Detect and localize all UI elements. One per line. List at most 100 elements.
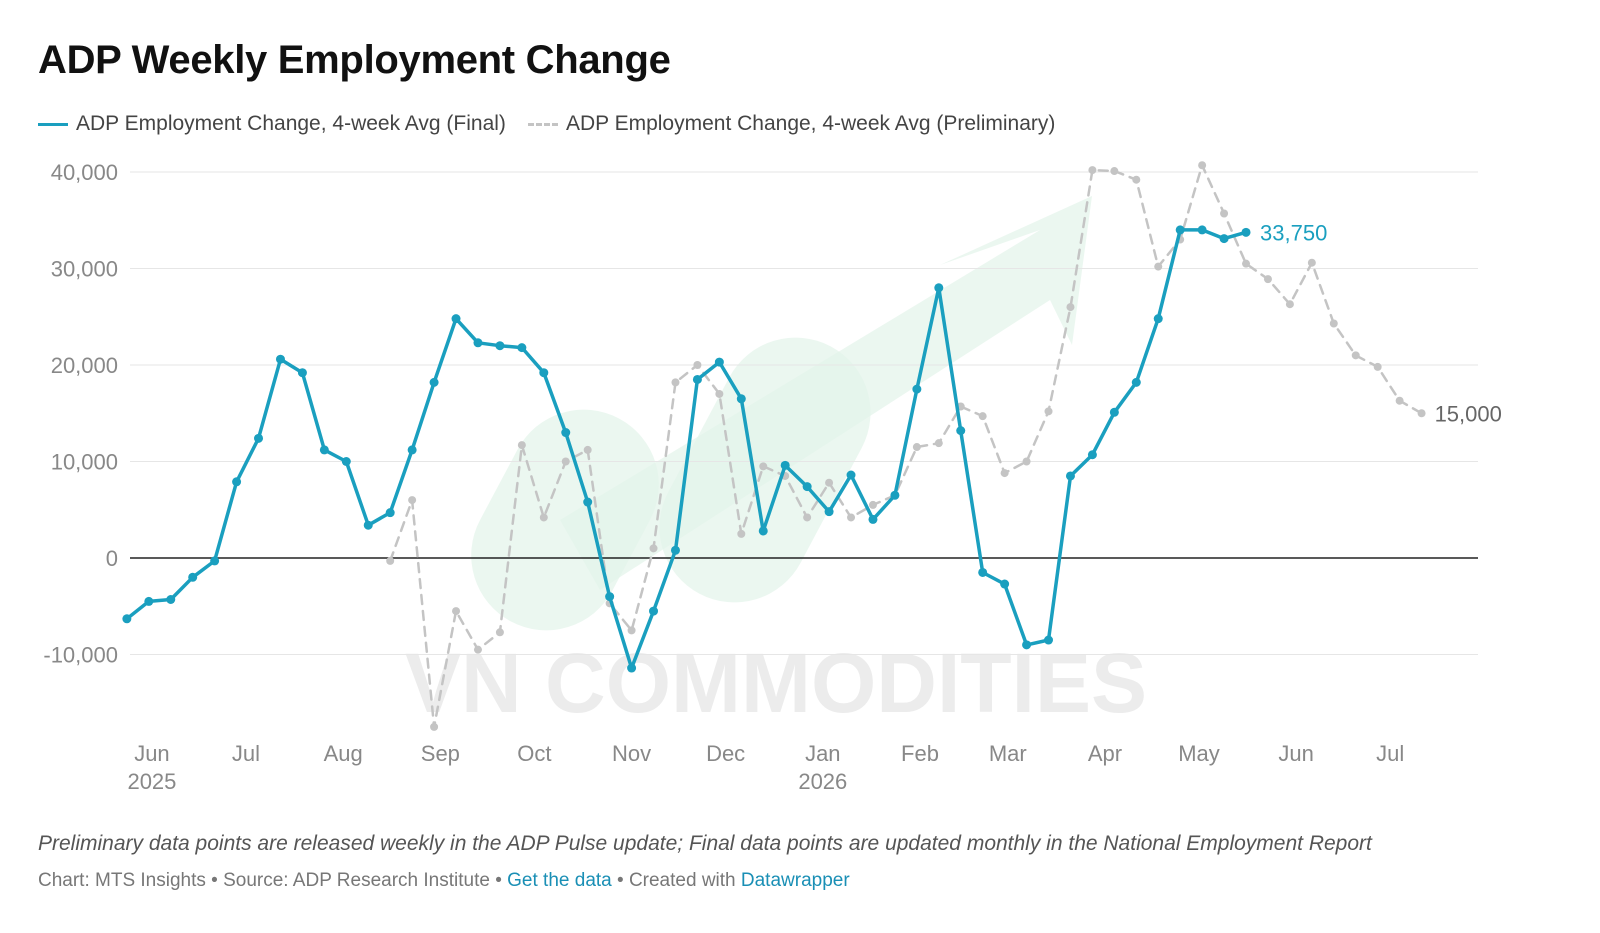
data-point-preliminary	[1088, 166, 1097, 175]
x-tick-label: Nov	[612, 741, 651, 766]
data-point-preliminary	[759, 462, 768, 471]
data-point-preliminary	[868, 500, 877, 509]
data-point-preliminary	[627, 626, 636, 635]
data-point-preliminary	[1066, 303, 1075, 312]
data-point-final	[780, 460, 790, 470]
data-point-final	[1087, 450, 1097, 460]
data-point-final	[1022, 640, 1032, 650]
y-tick-label: 40,000	[51, 160, 118, 185]
data-point-final	[210, 556, 220, 566]
data-point-final	[934, 283, 944, 293]
x-tick-year-label: 2026	[798, 769, 847, 794]
legend: ADP Employment Change, 4-week Avg (Final…	[38, 112, 1077, 136]
data-point-preliminary	[1154, 262, 1163, 271]
data-point-final	[583, 497, 593, 507]
data-point-final	[254, 433, 264, 443]
chart-footnote: Preliminary data points are released wee…	[38, 832, 1372, 855]
legend-swatch-prelim	[527, 122, 558, 126]
data-point-final	[1131, 377, 1141, 387]
legend-item-prelim: ADP Employment Change, 4-week Avg (Preli…	[527, 112, 1056, 136]
data-point-final	[451, 314, 461, 324]
data-point-final	[736, 394, 746, 404]
data-point-final	[166, 594, 176, 604]
data-point-preliminary	[1242, 259, 1251, 268]
data-point-final	[670, 545, 680, 555]
legend-label-prelim: ADP Employment Change, 4-week Avg (Preli…	[565, 112, 1056, 135]
data-point-preliminary	[934, 439, 943, 448]
legend-item-final: ADP Employment Change, 4-week Avg (Final…	[38, 112, 506, 136]
data-point-final	[802, 482, 812, 492]
data-point-preliminary	[1395, 396, 1404, 405]
get-data-link[interactable]: Get the data	[507, 870, 612, 891]
x-tick-label: Dec	[706, 741, 745, 766]
data-point-preliminary	[539, 513, 548, 522]
data-point-preliminary	[1329, 319, 1338, 328]
data-point-final	[846, 470, 856, 480]
x-tick-label: May	[1178, 741, 1220, 766]
data-point-preliminary	[1351, 351, 1360, 360]
series-line-final	[125, 228, 1248, 670]
x-tick-label: Jun	[134, 741, 169, 766]
x-tick-label: Feb	[901, 741, 939, 766]
data-point-preliminary	[1022, 457, 1031, 466]
data-point-preliminary	[1307, 258, 1316, 267]
data-point-preliminary	[847, 513, 856, 522]
data-point-final	[1241, 227, 1251, 237]
data-point-preliminary	[671, 378, 680, 387]
data-point-preliminary	[1220, 209, 1229, 218]
data-point-final	[649, 606, 659, 616]
data-point-final	[495, 341, 505, 351]
legend-swatch-final	[38, 122, 68, 126]
data-point-final	[188, 572, 198, 582]
data-point-preliminary	[912, 443, 921, 452]
data-point-preliminary	[803, 513, 812, 522]
data-point-final	[1109, 407, 1119, 417]
data-point-preliminary	[1373, 362, 1382, 371]
y-tick-label: -10,000	[43, 643, 118, 668]
data-point-preliminary	[978, 412, 987, 421]
data-point-final	[341, 457, 351, 466]
data-point-final	[605, 592, 615, 602]
data-point-preliminary	[495, 628, 504, 637]
watermark-logo-shape	[471, 409, 659, 631]
data-point-final	[1197, 225, 1207, 235]
data-point-final	[758, 526, 768, 536]
x-tick-label: Mar	[989, 741, 1027, 766]
y-tick-label: 30,000	[51, 257, 118, 282]
x-tick-label: Jan	[805, 741, 840, 766]
data-point-final	[978, 567, 988, 577]
data-point-preliminary	[473, 645, 482, 654]
data-point-final	[890, 490, 900, 500]
end-label-final: 33,750	[1260, 220, 1327, 245]
x-tick-label: Aug	[324, 741, 363, 766]
data-point-final	[429, 377, 439, 387]
data-point-final	[539, 368, 549, 378]
data-point-preliminary	[825, 478, 834, 487]
data-point-final	[232, 477, 242, 487]
end-label-preliminary: 15,000	[1435, 401, 1502, 426]
data-point-preliminary	[1263, 275, 1272, 284]
data-point-final	[144, 596, 154, 606]
data-point-final	[517, 343, 527, 353]
y-tick-label: 10,000	[51, 450, 118, 475]
data-point-final	[1065, 471, 1075, 481]
legend-label-final: ADP Employment Change, 4-week Avg (Final…	[76, 112, 506, 135]
data-point-final	[1153, 314, 1163, 324]
x-tick-label: Jun	[1278, 741, 1313, 766]
datawrapper-link[interactable]: Datawrapper	[740, 870, 850, 891]
data-point-final	[1219, 234, 1229, 244]
data-point-final	[407, 445, 417, 455]
data-point-preliminary	[1417, 409, 1426, 418]
chart-title: ADP Weekly Employment Change	[38, 38, 671, 82]
y-tick-label: 0	[106, 546, 118, 571]
data-point-final	[1044, 635, 1054, 645]
data-point-final	[824, 507, 834, 517]
data-point-final	[692, 374, 702, 384]
data-point-preliminary	[715, 389, 724, 398]
x-tick-year-label: 2025	[127, 769, 176, 794]
data-point-final	[319, 445, 329, 455]
data-point-final	[912, 384, 922, 394]
data-point-preliminary	[1198, 161, 1207, 170]
data-point-preliminary	[452, 607, 461, 616]
